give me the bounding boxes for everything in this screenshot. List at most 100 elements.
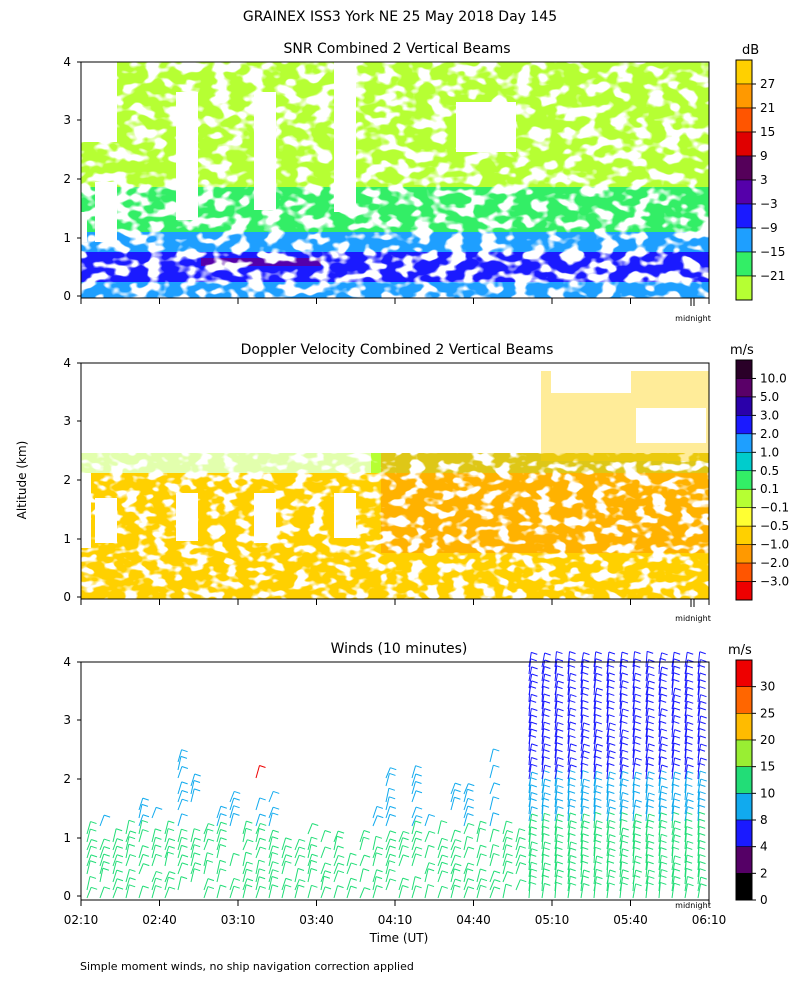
wind-barb-flag: [220, 829, 227, 832]
wind-barb: [684, 868, 687, 885]
wind-barb: [645, 666, 649, 682]
wind-barb: [606, 679, 610, 696]
wind-barb-flag: [596, 785, 603, 789]
wind-barb: [684, 687, 688, 703]
wind-barb-flag: [647, 833, 655, 837]
wind-barb: [528, 848, 532, 864]
wind-barb-flag: [673, 763, 680, 767]
wind-barb-flag: [608, 679, 615, 683]
wind-barb-flag: [389, 878, 397, 882]
wind-barb-flag: [622, 834, 629, 838]
wind-barb-flag: [583, 813, 590, 817]
wind-barb: [320, 876, 325, 891]
wind-barb-flag: [634, 749, 641, 753]
wind-barb-flag: [569, 868, 576, 872]
wind-barb-flag: [660, 686, 668, 690]
wind-barb-flag: [596, 687, 603, 691]
wind-barb-flag: [493, 782, 501, 786]
colorbar-label: 3.0: [760, 408, 779, 422]
wind-barb: [619, 729, 624, 745]
wind-barb-flag: [633, 783, 641, 787]
wind-barb-flag: [376, 846, 384, 850]
wind-barb: [632, 686, 636, 703]
wind-barb-flag: [90, 828, 97, 832]
wind-barb: [619, 861, 623, 878]
wind-barb: [437, 838, 443, 851]
wind-barb-flag: [569, 721, 577, 725]
wind-barb: [255, 868, 260, 883]
wind-barb: [554, 722, 558, 738]
wind-barb: [528, 743, 533, 759]
wind-barb: [671, 666, 675, 682]
wind-barb: [320, 862, 326, 875]
wind-barb: [164, 886, 170, 899]
wind-barb-flag: [337, 830, 345, 834]
wind-barb-flag: [208, 823, 215, 827]
wind-barb-flag: [90, 854, 98, 858]
wind-barb-flag: [544, 862, 551, 866]
wind-barb-flag: [260, 822, 267, 826]
wind-barb-flag: [607, 706, 615, 710]
wind-barb-flag: [168, 838, 176, 842]
wind-barb-flag: [647, 721, 654, 725]
wind-barb: [632, 757, 637, 773]
wind-barb-flag: [168, 886, 176, 890]
wind-barb-flag: [673, 735, 681, 739]
winds-colorbar-unit: m/s: [728, 643, 752, 658]
wind-barb: [216, 829, 221, 843]
wind-barb-flag: [582, 735, 590, 739]
wind-barb-flag: [673, 783, 680, 787]
wind-barb: [580, 869, 585, 885]
wind-barb: [541, 652, 546, 668]
wind-barb-flag: [699, 679, 706, 683]
wind-barb-flag: [258, 876, 266, 880]
wind-barb-flag: [635, 771, 642, 775]
wind-barb: [593, 714, 596, 731]
wind-barb: [658, 834, 662, 850]
wind-barb-flag: [207, 838, 215, 842]
wind-barb: [112, 838, 118, 851]
wind-barb-flag: [234, 790, 241, 794]
wind-barb-flag: [272, 869, 279, 873]
wind-barb-flag: [647, 819, 655, 823]
wind-barb-flag: [685, 867, 693, 871]
wind-barb-flag: [441, 845, 448, 849]
wind-barb: [684, 757, 688, 773]
wind-barb-flag: [181, 781, 188, 785]
wind-barb-flag: [90, 845, 97, 849]
colorbar-swatch: [735, 227, 753, 253]
wind-barb-flag: [181, 798, 189, 802]
wind-barb-flag: [557, 708, 564, 712]
wind-barb-flag: [542, 874, 550, 878]
wind-barb: [593, 820, 598, 836]
wind-barb: [658, 791, 662, 808]
wind-barb-flag: [259, 837, 266, 841]
wind-barb: [567, 757, 571, 773]
wind-barb: [697, 840, 700, 857]
wind-barb-flag: [167, 828, 175, 832]
wind-barb: [697, 876, 702, 892]
wind-barb: [671, 757, 676, 773]
wind-barb-flag: [596, 743, 603, 747]
wind-barb-flag: [646, 825, 654, 829]
wind-barb-flag: [622, 778, 629, 782]
wind-barb: [281, 854, 287, 867]
wind-barb-flag: [661, 672, 668, 676]
wind-barb-flag: [660, 861, 668, 865]
wind-barb: [112, 869, 118, 883]
wind-barb: [177, 756, 182, 771]
wind-barb-flag: [415, 837, 422, 841]
wind-barb-flag: [609, 771, 616, 775]
wind-barb-flag: [543, 685, 550, 689]
wind-barb-flag: [648, 869, 655, 873]
wind-barb: [606, 735, 610, 752]
wind-barb: [580, 791, 584, 808]
wind-barb-flag: [543, 728, 550, 732]
wind-barb: [671, 827, 676, 843]
wind-barb-flag: [661, 666, 668, 670]
wind-barb: [411, 885, 417, 899]
wind-barb-flag: [90, 821, 97, 825]
wind-barb: [359, 854, 365, 867]
wind-barb: [294, 846, 300, 859]
wind-barb: [333, 885, 339, 899]
